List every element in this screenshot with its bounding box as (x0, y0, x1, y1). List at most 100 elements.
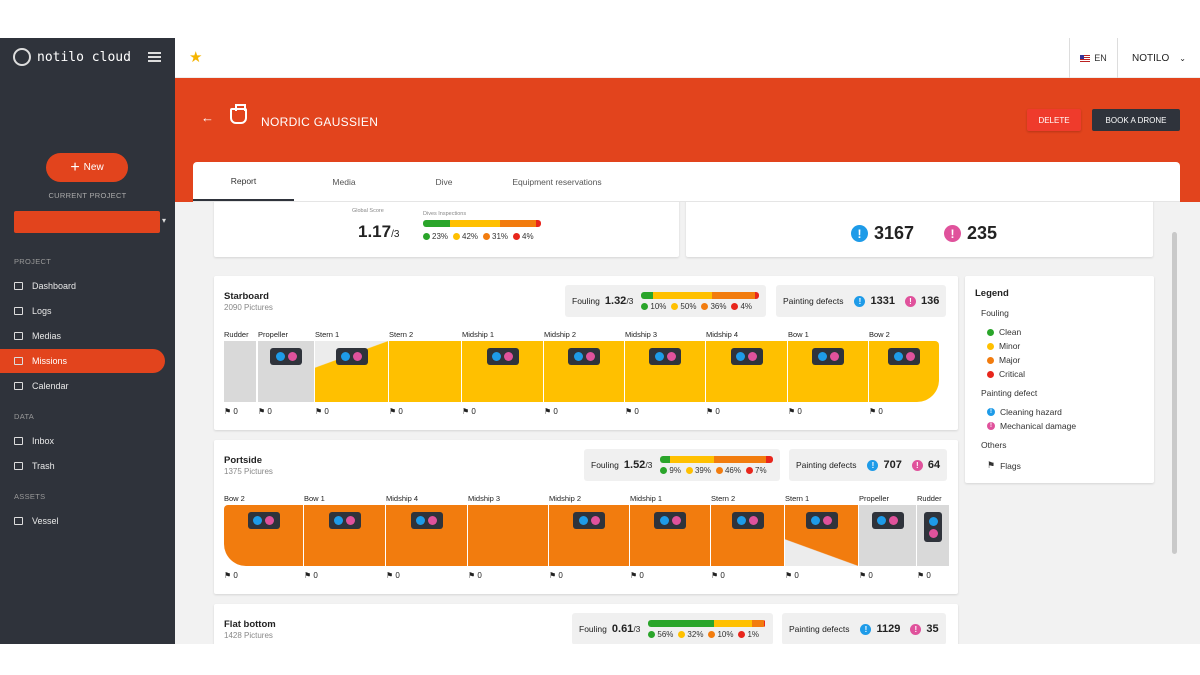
sidebar-item-inbox[interactable]: Inbox (0, 429, 165, 453)
back-arrow-icon[interactable]: ← (201, 110, 214, 125)
fouling-pill: Fouling 1.52/3 9% 39% 46% 7% (584, 449, 781, 481)
cleaning-hazard-icon (578, 516, 588, 525)
distribution-segment (714, 455, 766, 463)
tab-media[interactable]: Media (332, 176, 356, 187)
flag-icon: ⚑ (386, 571, 394, 580)
flag-icon: ⚑ (258, 407, 266, 416)
hull-zone[interactable]: Bow 2 ⚑ 0 (869, 330, 939, 424)
flag-icon: ⚑ (625, 407, 633, 416)
defects-badge[interactable] (812, 348, 844, 365)
hull-zone[interactable]: Rudder ⚑ 0 (224, 330, 256, 424)
chevron-down-icon: ⌄ (1179, 53, 1186, 63)
defects-badge[interactable] (328, 512, 361, 529)
sidebar-item-missions[interactable]: Missions (0, 349, 165, 373)
hull-zone[interactable]: Midship 1 ⚑ 0 (630, 494, 710, 588)
cleaning-hazard-icon (275, 352, 285, 361)
defects-badge[interactable] (410, 512, 443, 529)
sidebar-item-calendar[interactable]: Calendar (0, 374, 165, 398)
menu-icon[interactable] (148, 52, 161, 62)
vessel-icon (14, 517, 23, 525)
defects-badge[interactable] (888, 348, 920, 365)
painting-defects-pill: Painting defects ! 707 ! 64 (789, 449, 948, 481)
defects-badge[interactable] (573, 512, 605, 529)
zone-flags: ⚑ 0 (468, 571, 482, 580)
legend-item-mechanical-damage: ! Mechanical damage (987, 421, 1076, 431)
new-button[interactable]: + New (46, 153, 128, 182)
flag-count: 0 (639, 571, 644, 580)
hull-zone[interactable]: Stern 2 ⚑ 0 (389, 330, 461, 424)
defects-badge[interactable] (335, 348, 368, 365)
zone-label: Midship 1 (630, 494, 663, 503)
zone-label: Bow 2 (869, 330, 890, 339)
hull-zone[interactable]: Rudder ⚑ 0 (917, 494, 949, 588)
defects-badge[interactable] (649, 348, 681, 365)
defects-badge[interactable] (924, 512, 942, 542)
hull-zone[interactable]: Stern 1 ⚑ 0 (315, 330, 388, 424)
cleaning-hazard-icon (654, 352, 664, 361)
scrollbar[interactable] (1172, 232, 1177, 554)
legend-card: Legend Fouling Clean Minor Major Critica… (965, 276, 1154, 483)
legend-item-flags: ⚑ Flags (987, 460, 1021, 471)
defects-badge[interactable] (270, 348, 302, 365)
hull-zone[interactable]: Propeller ⚑ 0 (258, 330, 314, 424)
defects-badge[interactable] (731, 512, 764, 529)
distribution-segment (764, 619, 766, 627)
sidebar-item-logs[interactable]: Logs (0, 299, 165, 323)
legend-item-minor: Minor (987, 341, 1020, 351)
distribution-segment (670, 455, 715, 463)
tab-report[interactable]: Report (193, 162, 294, 201)
zone-flags: ⚑ 0 (630, 571, 644, 580)
hull-zone[interactable]: Midship 3 ⚑ 0 (468, 494, 548, 588)
sidebar-item-medias[interactable]: Medias (0, 324, 165, 348)
hull-zone[interactable]: Midship 4 ⚑ 0 (386, 494, 467, 588)
zone-flags: ⚑ 0 (386, 571, 400, 580)
tab-equipment-reservations[interactable]: Equipment reservations (512, 176, 602, 187)
tab-dive[interactable]: Dive (435, 176, 453, 187)
defects-badge[interactable] (247, 512, 280, 529)
zone-flags: ⚑ 0 (224, 571, 238, 580)
sidebar-item-trash[interactable]: Trash (0, 454, 165, 478)
sidebar-item-dashboard[interactable]: Dashboard (0, 274, 165, 298)
hull-zone[interactable]: Stern 1 ⚑ 0 (785, 494, 858, 588)
delete-button[interactable]: DELETE (1027, 109, 1081, 131)
language-selector[interactable]: EN (1069, 38, 1117, 78)
section-pictures: 2090 Pictures (224, 303, 273, 312)
global-score-label: Global Score (352, 208, 384, 214)
cleaning-hazard-icon (492, 352, 501, 361)
hull-zone[interactable]: Midship 1 ⚑ 0 (462, 330, 543, 424)
app-logo[interactable]: notilo cloud (13, 48, 131, 66)
sidebar-item-label: Vessel (32, 516, 59, 526)
defects-badge[interactable] (871, 512, 904, 529)
mechanical-damage-icon (585, 352, 595, 361)
hull-zone[interactable]: Propeller ⚑ 0 (859, 494, 916, 588)
user-menu[interactable]: NOTILO ⌄ (1117, 38, 1200, 78)
hull-zone[interactable]: Midship 2 ⚑ 0 (549, 494, 629, 588)
hull-zone[interactable]: Bow 1 ⚑ 0 (304, 494, 385, 588)
flag-icon: ⚑ (987, 460, 996, 470)
sidebar-item-label: Inbox (32, 436, 55, 446)
defects-badge[interactable] (486, 348, 519, 365)
defects-badge[interactable] (805, 512, 838, 529)
hull-zone[interactable]: Bow 2 ⚑ 0 (224, 494, 303, 588)
hull-zone[interactable]: Midship 3 ⚑ 0 (625, 330, 705, 424)
flag-count: 0 (720, 571, 725, 580)
distribution-segment (641, 291, 654, 299)
flag-count: 0 (398, 407, 403, 416)
hull-zone[interactable]: Bow 1 ⚑ 0 (788, 330, 868, 424)
hull-zone[interactable]: Midship 4 ⚑ 0 (706, 330, 787, 424)
starboard-card: Starboard 2090 Pictures Fouling 1.32/3 1… (214, 276, 958, 430)
defects-badge[interactable] (730, 348, 763, 365)
hull-zone[interactable]: Midship 2 ⚑ 0 (544, 330, 624, 424)
section-title: Starboard (224, 291, 269, 302)
star-icon[interactable]: ★ (189, 49, 203, 66)
defects-badge[interactable] (568, 348, 600, 365)
book-drone-button[interactable]: BOOK A DRONE (1092, 109, 1180, 131)
chevron-down-icon[interactable]: ▾ (162, 216, 167, 225)
sidebar-item-vessel[interactable]: Vessel (0, 509, 165, 533)
project-select[interactable] (14, 211, 160, 233)
hull-zone[interactable]: Stern 2 ⚑ 0 (711, 494, 784, 588)
cleaning-hazard-icon (893, 352, 903, 361)
cleaning-hazard-icon (877, 516, 886, 525)
distribution-segment (754, 291, 760, 299)
defects-badge[interactable] (654, 512, 686, 529)
